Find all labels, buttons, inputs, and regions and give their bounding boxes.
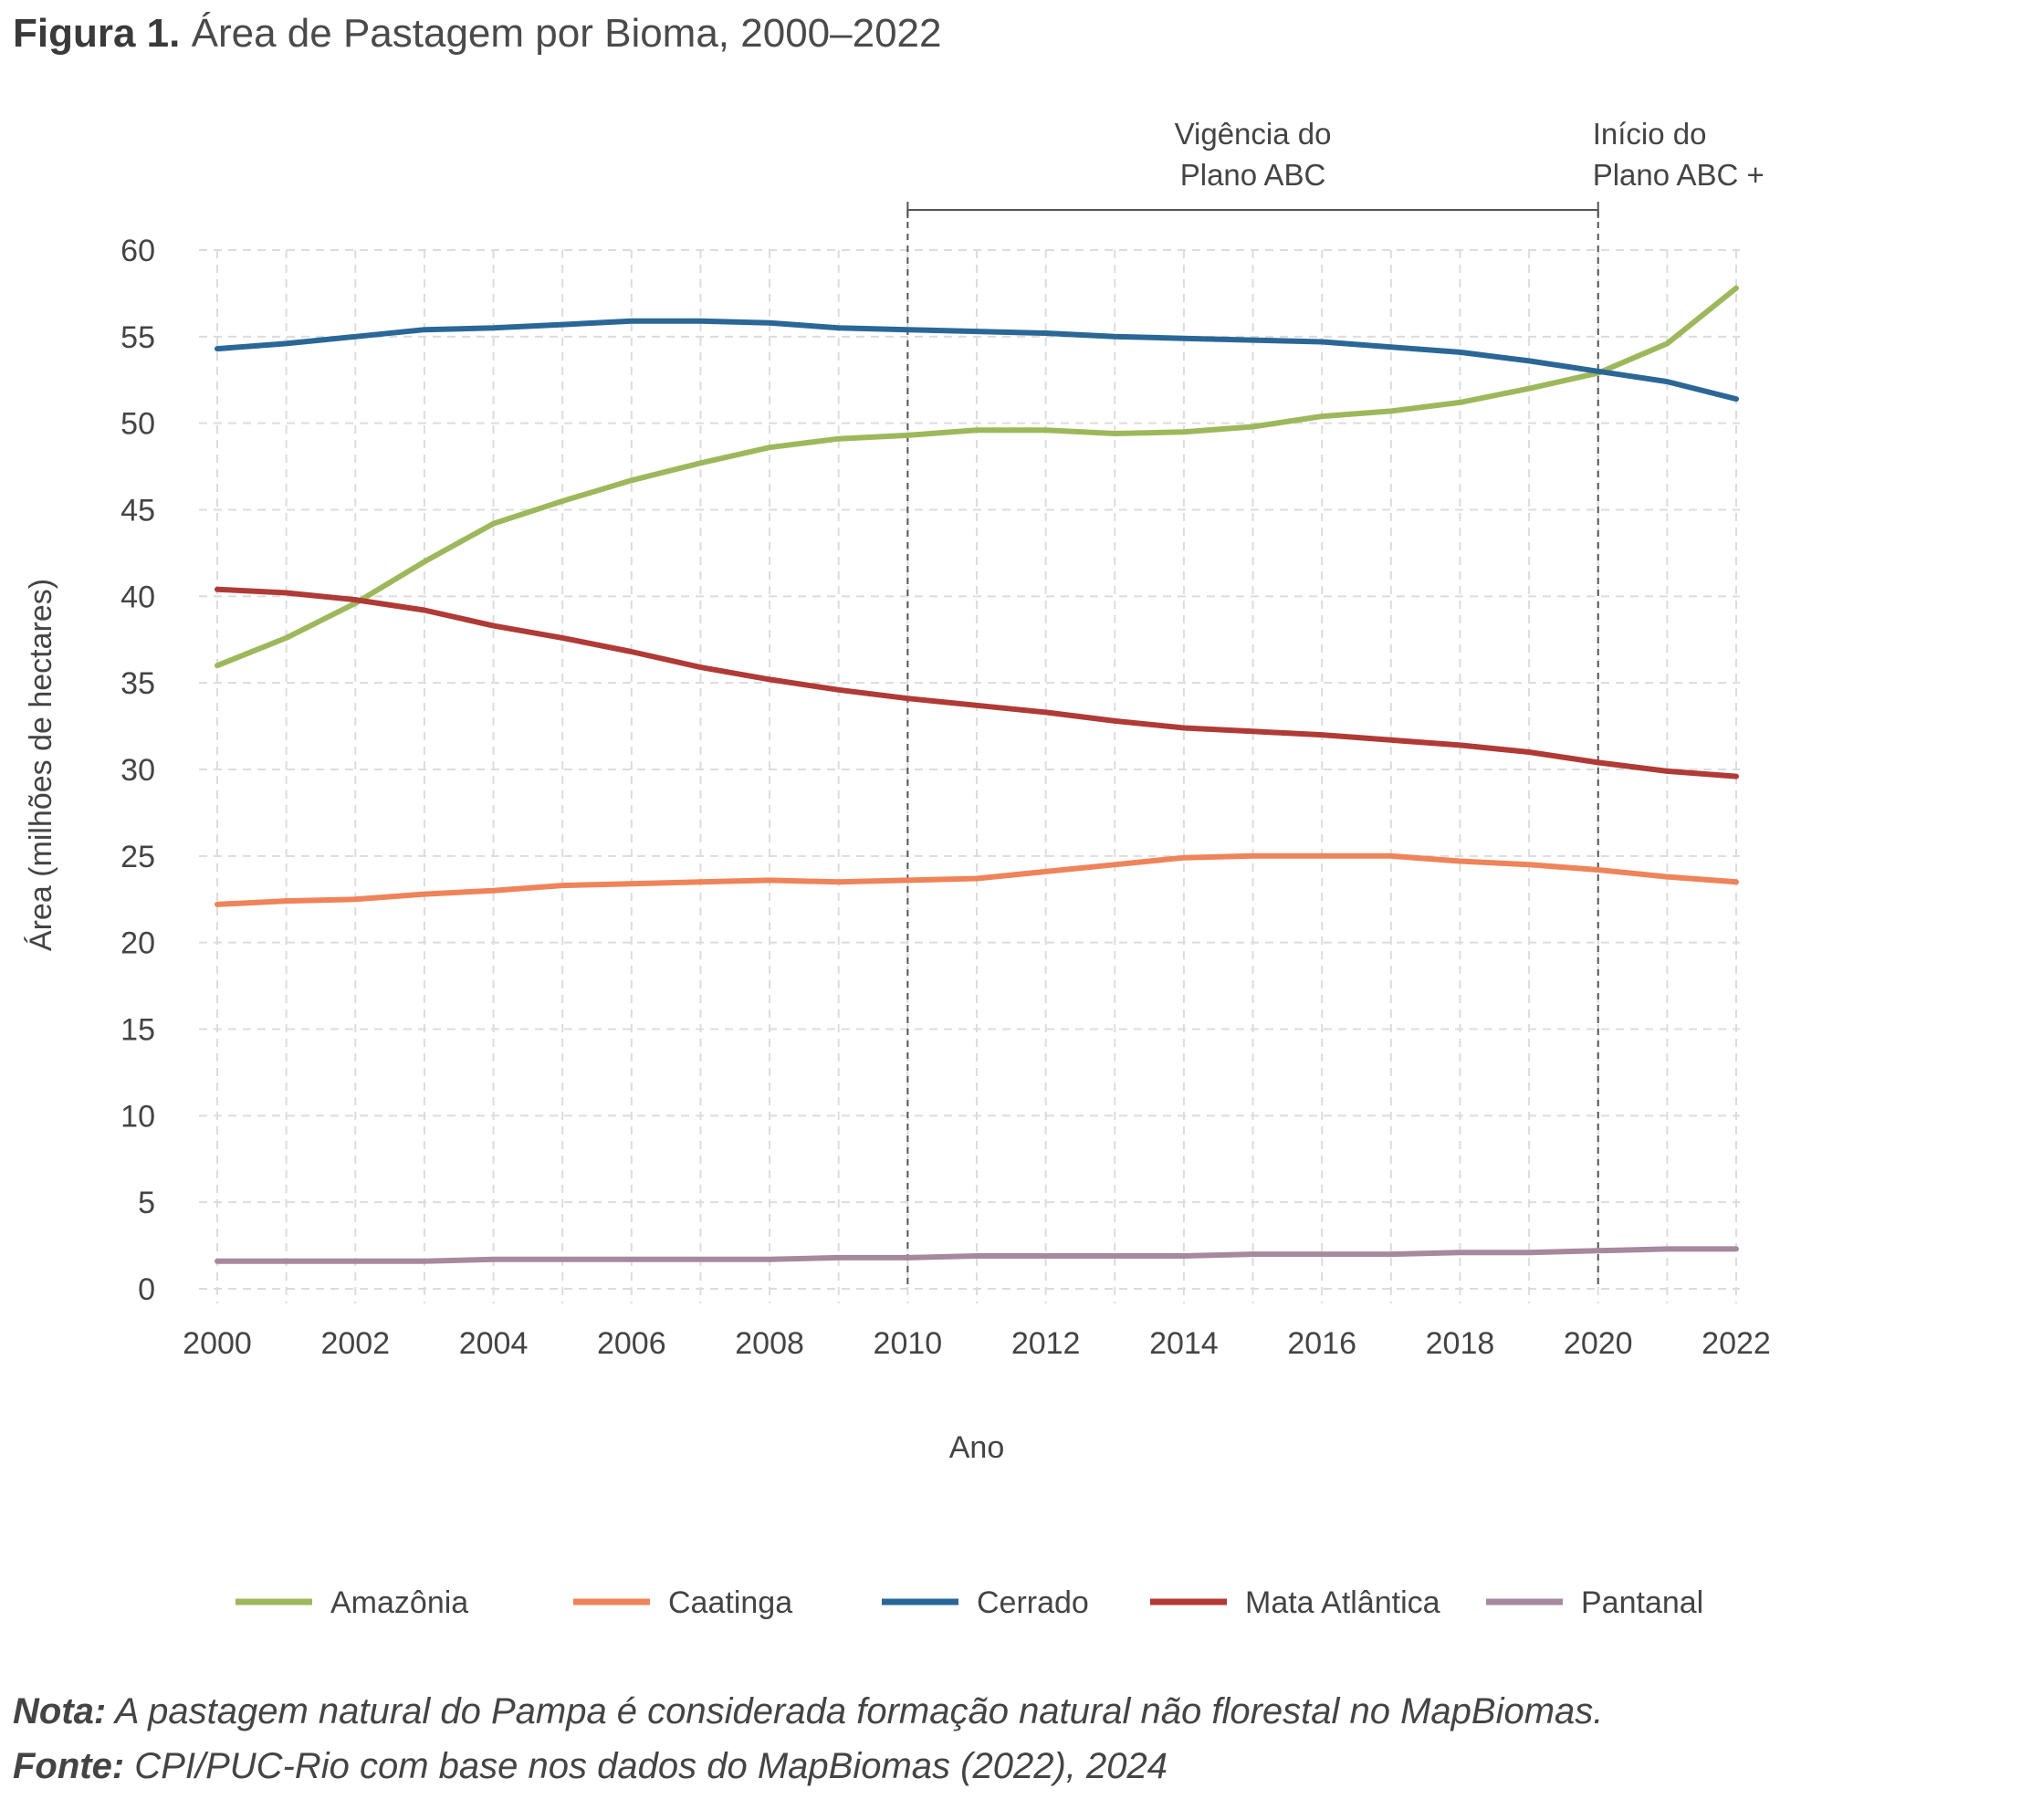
series-line-cerrado [215, 318, 1739, 403]
y-tick-label: 40 [120, 580, 155, 614]
x-tick-label: 2018 [1426, 1326, 1495, 1361]
x-tick-label: 2006 [597, 1326, 666, 1361]
legend-label: Pantanal [1581, 1585, 1703, 1620]
legend: Amazônia Caatinga Cerrado Mata Atlântica Pan… [236, 1585, 1703, 1620]
source-line: Fonte: CPI/PUC-Rio com base nos dados do… [13, 1739, 1603, 1794]
y-tick-label: 35 [120, 666, 155, 701]
legend-label: Amazônia [330, 1585, 468, 1620]
series-line-caatinga [215, 852, 1739, 907]
y-tick-label: 5 [138, 1186, 155, 1220]
note-text: A pastagem natural do Pampa é considerad… [106, 1691, 1604, 1731]
figure-notes: Nota: A pastagem natural do Pampa é cons… [13, 1684, 1603, 1794]
y-tick-label: 0 [138, 1272, 155, 1307]
series-line-mata-atlântica [215, 586, 1739, 779]
y-axis-label: Área (milhões de hectares) [24, 579, 58, 951]
y-tick-label: 20 [120, 926, 155, 961]
series-line-pantanal [215, 1246, 1739, 1264]
series-line-amazônia [215, 285, 1739, 669]
y-tick-label: 10 [120, 1099, 155, 1134]
x-tick-label: 2000 [183, 1326, 252, 1361]
x-tick-label: 2010 [874, 1326, 943, 1361]
x-tick-label: 2014 [1149, 1326, 1219, 1361]
annotations: Vigência do Plano ABC Início do Plano ABC + [906, 117, 1764, 218]
x-axis-ticks: 2000 2002 2004 2006 2008 2010 2012 2014 2016 2018… [183, 1326, 1771, 1361]
grid [199, 249, 1740, 1303]
legend-label: Cerrado [977, 1585, 1089, 1620]
figure-title-text: Área de Pastagem por Bioma, 2000–2022 [191, 11, 942, 56]
figure-title: Figura 1. Área de Pastagem por Bioma, 20… [13, 11, 942, 57]
x-tick-label: 2022 [1702, 1326, 1771, 1361]
source-text: CPI/PUC-Rio com base nos dados do MapBio… [124, 1746, 1168, 1786]
y-tick-label: 15 [120, 1013, 155, 1048]
y-tick-label: 55 [120, 320, 155, 355]
annotation-text: Início do [1593, 117, 1707, 151]
y-axis-ticks: 0 5 10 15 20 25 30 35 40 45 50 55 60 [120, 234, 155, 1307]
source-label: Fonte: [13, 1746, 125, 1786]
legend-label: Caatinga [668, 1585, 792, 1620]
y-tick-label: 45 [120, 494, 155, 528]
reference-lines [906, 210, 1599, 1289]
x-tick-label: 2016 [1287, 1326, 1356, 1361]
annotation-text: Vigência do [1175, 117, 1332, 151]
figure-label: Figura 1. [13, 11, 181, 56]
y-tick-label: 30 [120, 753, 155, 788]
x-axis-label: Ano [949, 1430, 1005, 1465]
x-tick-label: 2008 [735, 1326, 804, 1361]
annotation-text: Plano ABC + [1593, 158, 1764, 192]
legend-label: Mata Atlântica [1245, 1585, 1440, 1620]
x-tick-label: 2020 [1564, 1326, 1633, 1361]
x-tick-label: 2002 [320, 1326, 390, 1361]
series-lines [215, 285, 1739, 1264]
annotation-text: Plano ABC [1180, 158, 1326, 192]
y-tick-label: 50 [120, 407, 155, 442]
x-tick-label: 2012 [1011, 1326, 1081, 1361]
note-line: Nota: A pastagem natural do Pampa é cons… [13, 1684, 1603, 1739]
note-label: Nota: [13, 1691, 107, 1731]
y-tick-label: 60 [120, 234, 155, 268]
x-tick-label: 2004 [459, 1326, 529, 1361]
y-tick-label: 25 [120, 840, 155, 874]
